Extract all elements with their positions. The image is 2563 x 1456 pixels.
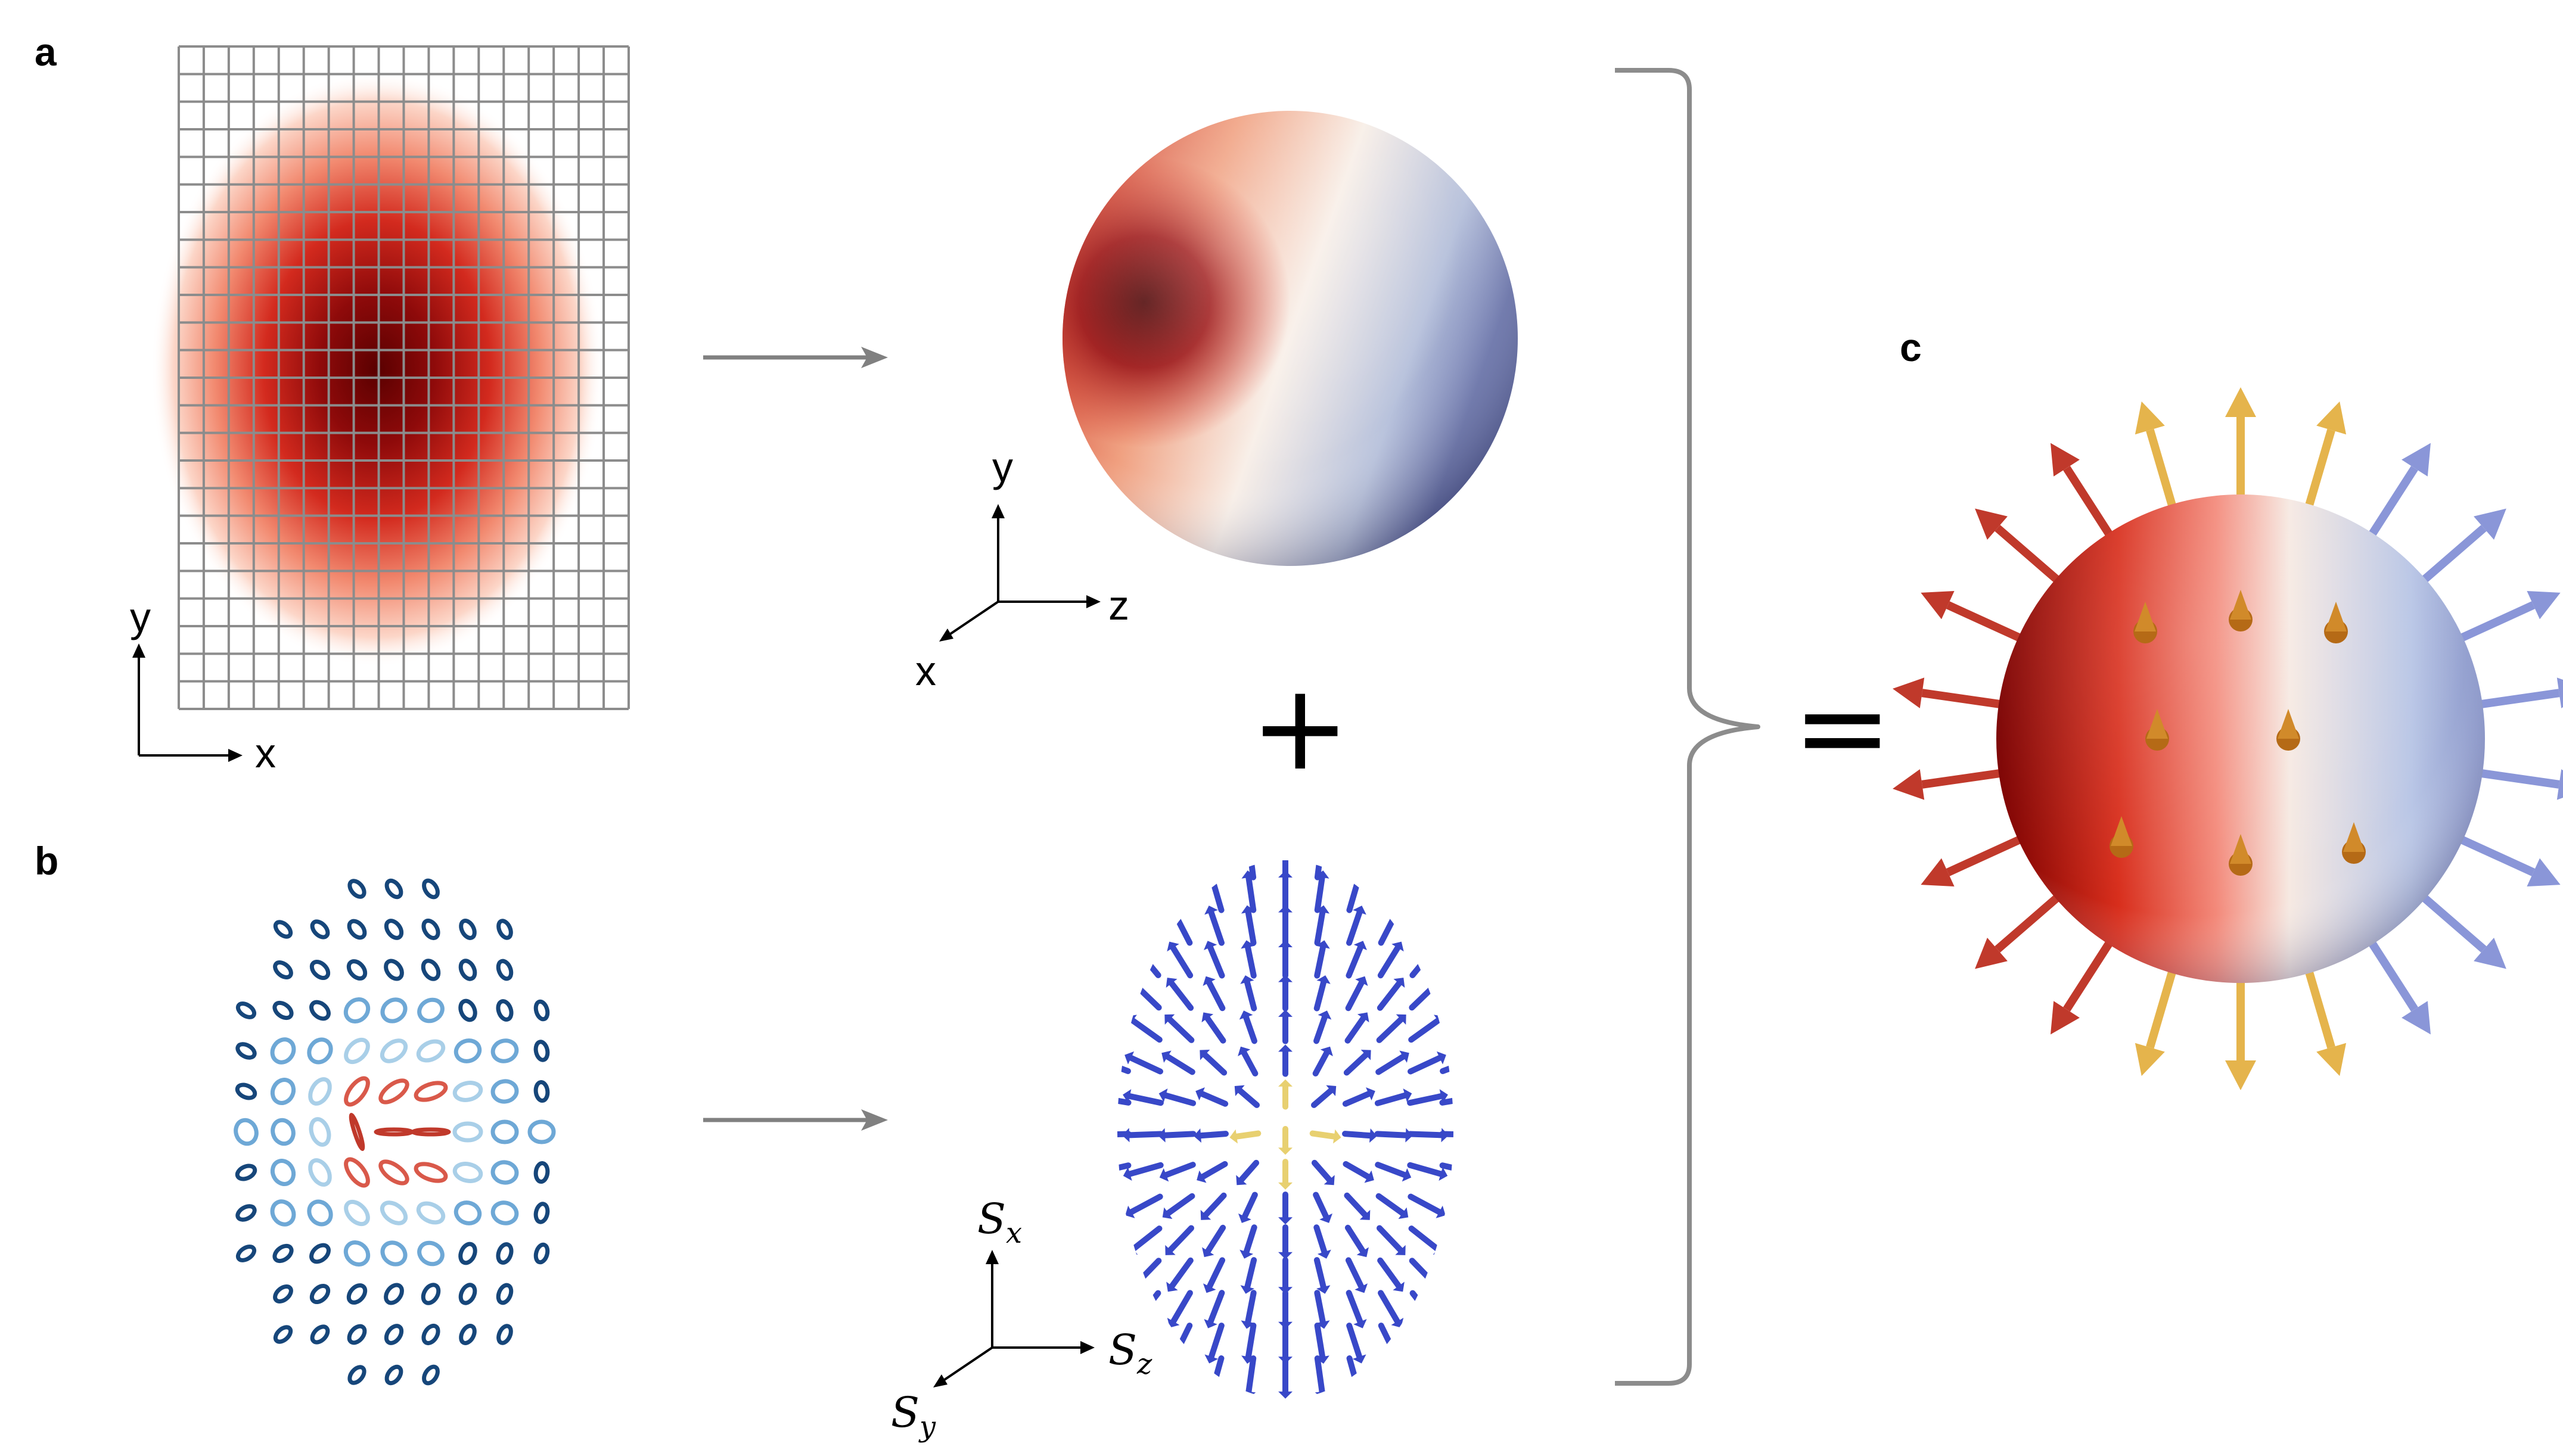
density-heatmap — [151, 45, 630, 710]
panel-label-c: c — [1900, 325, 1922, 369]
phase-sphere — [1063, 111, 1518, 566]
sphere-axis-y-label: y — [992, 444, 1013, 490]
axis-triad-icon: Sx Sz Sy — [891, 1194, 1152, 1443]
sphere-axis-x-label: x — [915, 648, 936, 694]
equals-sign: = — [1792, 658, 1893, 797]
spin-sphere — [1893, 387, 2563, 1090]
arrow-right-icon — [703, 347, 888, 368]
sampling-grid — [178, 45, 630, 710]
spin-axis-sy-label: Sy — [891, 1388, 936, 1443]
panel-label-a: a — [35, 30, 57, 74]
grid-axis-y-label: y — [130, 594, 151, 640]
spin-vector-field — [1117, 860, 1453, 1399]
panel-label-b: b — [35, 839, 58, 883]
plus-sign: + — [1250, 658, 1350, 797]
density-blob — [151, 71, 604, 667]
grid-axes: y x — [130, 594, 276, 776]
grid-axis-x-label: x — [255, 730, 276, 776]
axis-triad-icon: y z x — [915, 444, 1129, 694]
spin-axis-sz-label: Sz — [1108, 1326, 1152, 1381]
curly-brace-icon — [1615, 68, 1760, 1386]
spin-axis-sx-label: Sx — [977, 1194, 1022, 1250]
sphere-axis-z-label: z — [1108, 582, 1129, 629]
polarization-ellipse-field — [234, 878, 556, 1386]
arrow-right-icon — [703, 1109, 888, 1131]
